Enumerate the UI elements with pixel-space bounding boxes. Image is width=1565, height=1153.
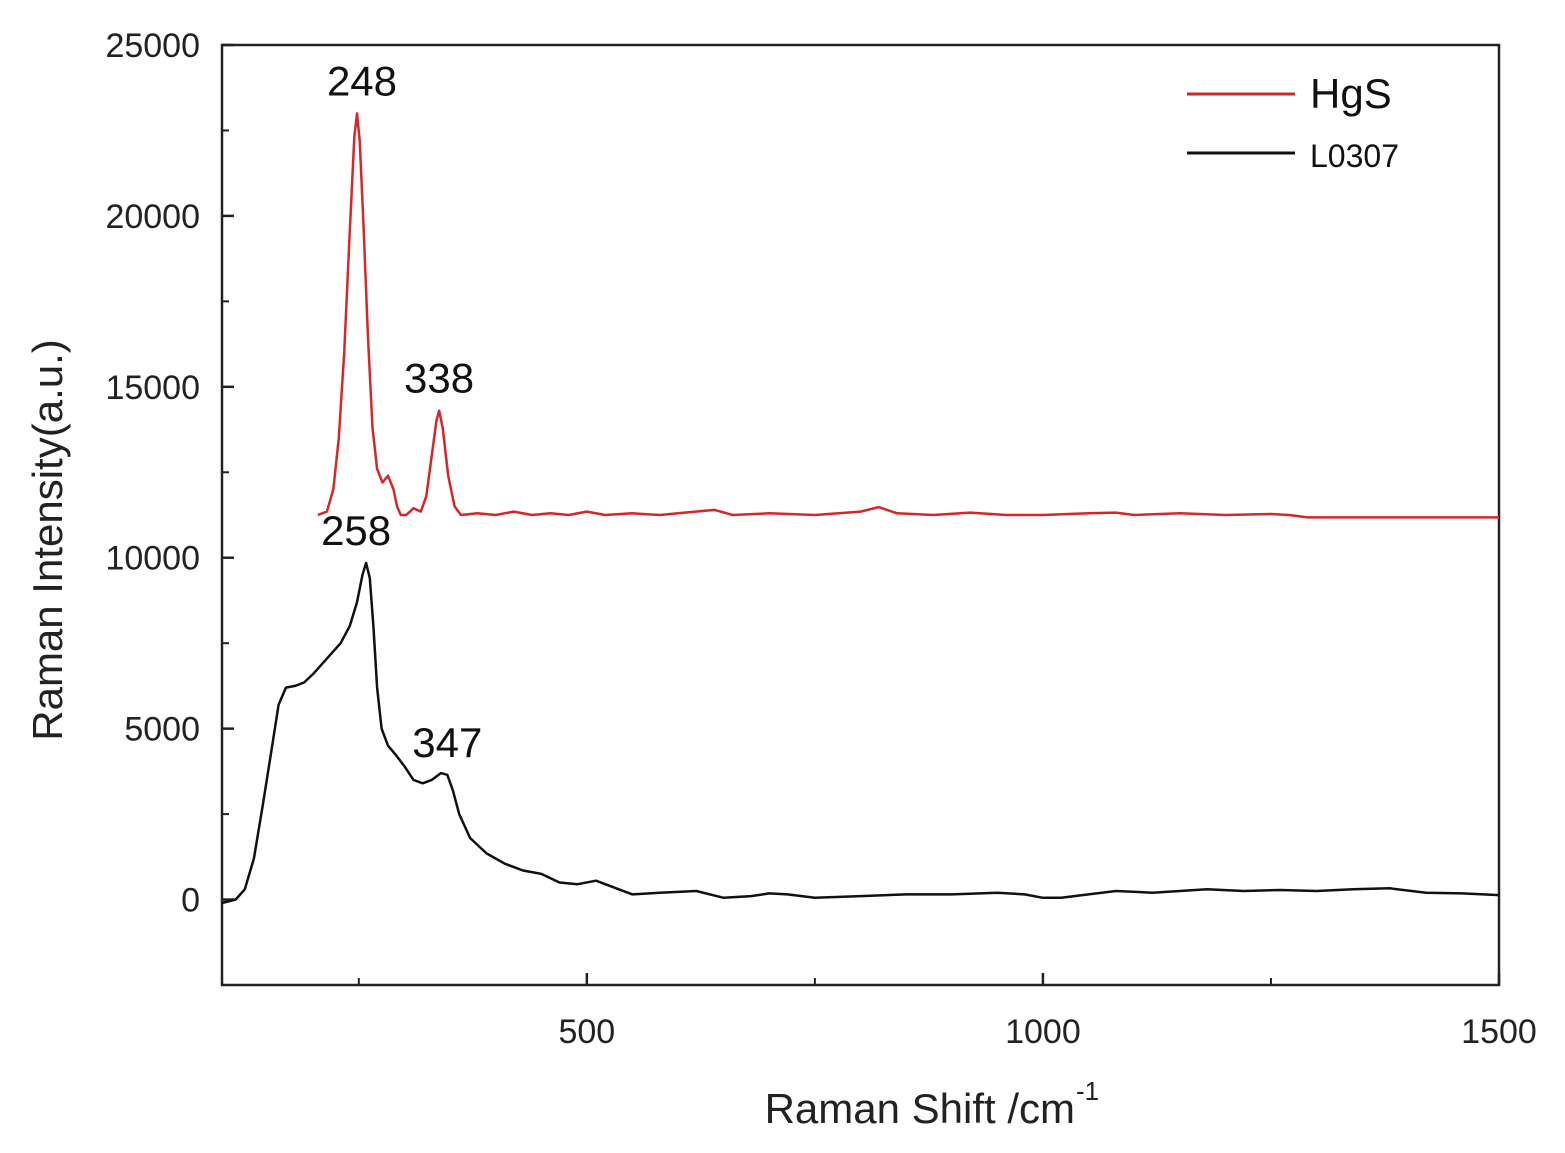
x-tick-label: 500 bbox=[558, 1013, 615, 1051]
peak-label: 248 bbox=[327, 57, 397, 104]
y-tick-label: 25000 bbox=[105, 27, 200, 65]
plot-border bbox=[220, 43, 1501, 987]
y-tick-label: 10000 bbox=[105, 540, 200, 578]
peak-label: 347 bbox=[412, 719, 482, 766]
plot-frame bbox=[220, 43, 1501, 987]
x-axis-title: Raman Shift /cm bbox=[765, 1085, 1075, 1132]
y-tick-label: 20000 bbox=[105, 198, 200, 236]
x-tick-label: 1500 bbox=[1461, 1013, 1537, 1051]
legend-label-l0307: L0307 bbox=[1310, 138, 1399, 174]
y-axis: 0 5000 10000 15000 20000 25000 bbox=[105, 27, 234, 920]
y-tick-label: 5000 bbox=[124, 711, 200, 749]
y-tick-label: 0 bbox=[181, 882, 200, 920]
series-line-l0307 bbox=[221, 561, 1500, 905]
x-axis-title-superscript: -1 bbox=[1076, 1076, 1099, 1106]
y-axis-title: Raman Intensity(a.u.) bbox=[24, 339, 71, 741]
x-tick-label: 1000 bbox=[1005, 1013, 1081, 1051]
series-line-hgs bbox=[317, 112, 1499, 519]
legend: HgS L0307 bbox=[1187, 70, 1399, 174]
peak-label: 258 bbox=[321, 507, 391, 554]
legend-label-hgs: HgS bbox=[1310, 70, 1392, 117]
series-layer bbox=[221, 112, 1500, 905]
y-tick-label: 15000 bbox=[105, 369, 200, 407]
annotation-layer: 248 338 258 347 bbox=[321, 57, 482, 765]
x-axis: 500 1000 1500 bbox=[357, 973, 1537, 1051]
peak-label: 338 bbox=[404, 355, 474, 402]
